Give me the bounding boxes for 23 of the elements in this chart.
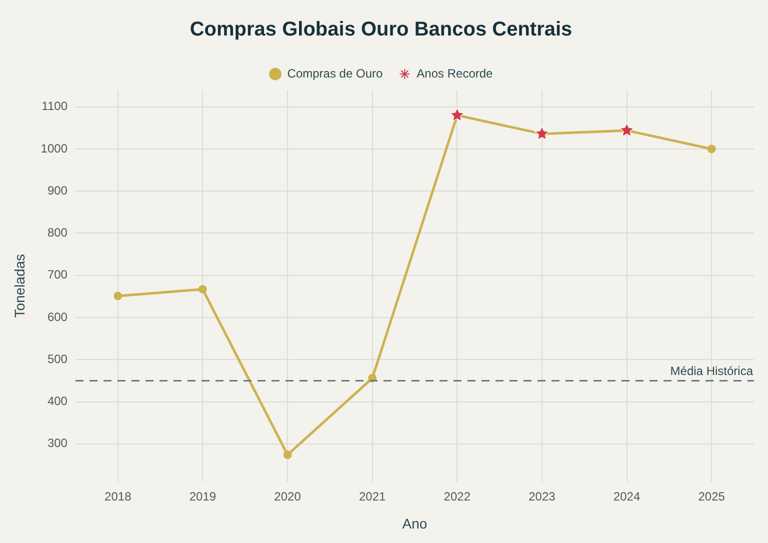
x-axis-title: Ano [402,515,428,532]
y-tick-label: 400 [47,394,68,408]
x-tick-label: 2018 [104,489,132,504]
y-tick-label: 1100 [42,99,68,114]
y-tick-label: 800 [47,226,68,240]
x-tick-label: 2021 [358,489,386,504]
legend-label: Compras de Ouro [287,66,383,80]
x-tick-label: 2024 [613,489,640,504]
x-tick-label: 2025 [698,489,726,504]
x-tick-label: 2019 [189,489,216,504]
x-tick-label: 2020 [274,489,302,504]
legend-label: Anos Recorde [416,66,494,80]
chart-title: Compras Globais Ouro Bancos Centrais [190,18,572,41]
y-tick-label: 1000 [40,141,68,156]
y-tick-label: 700 [47,268,68,282]
y-tick-label: 600 [47,310,68,324]
y-tick-label: 500 [47,352,68,366]
y-tick-label: 900 [47,183,68,198]
y-axis-title: Toneladas [11,254,28,318]
ref-line-label: Média Histórica [670,364,754,378]
x-tick-label: 2022 [444,489,471,504]
y-tick-label: 300 [47,436,68,450]
x-tick-label: 2023 [528,489,556,504]
